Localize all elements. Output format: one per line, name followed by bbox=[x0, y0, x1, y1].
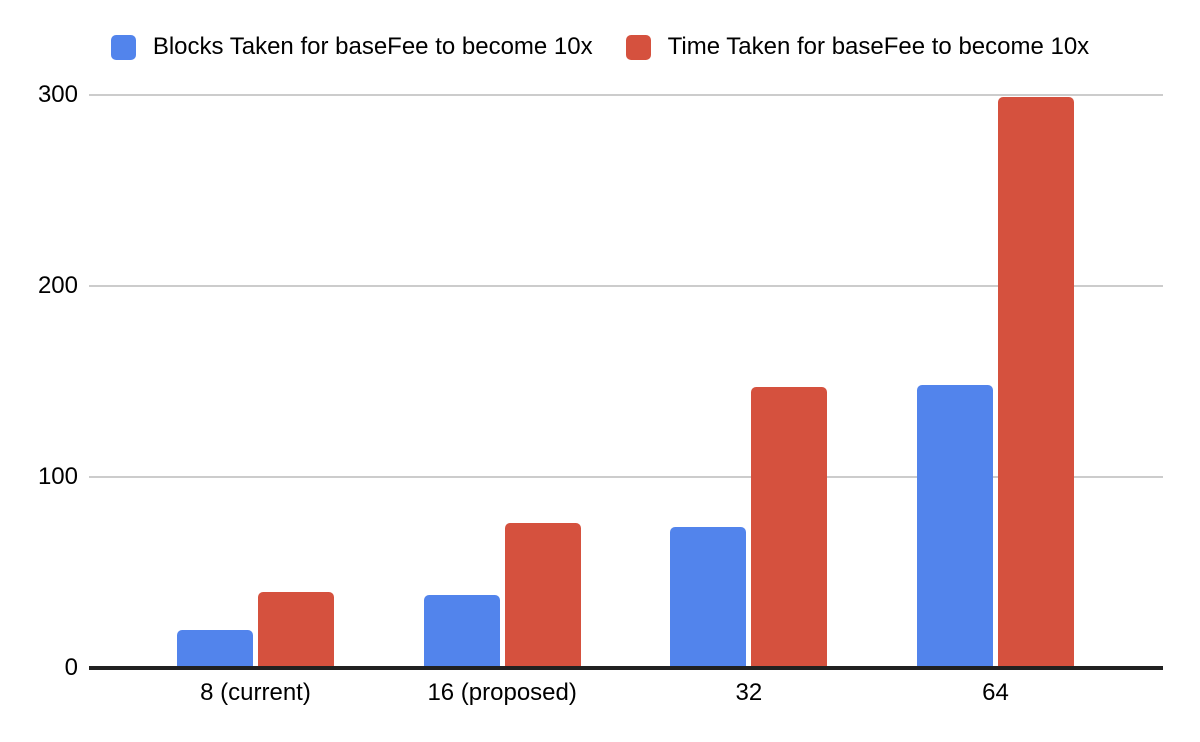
legend-label-time: Time Taken for baseFee to become 10x bbox=[667, 33, 1090, 60]
legend: Blocks Taken for baseFee to become 10x T… bbox=[0, 33, 1200, 61]
x-axis-line bbox=[89, 666, 1163, 670]
bar-time-8 (current)[interactable] bbox=[258, 591, 334, 668]
bar-blocks-8 (current)[interactable] bbox=[177, 629, 253, 668]
x-tick-label-32: 32 bbox=[735, 679, 763, 706]
legend-item-time[interactable]: Time Taken for baseFee to become 10x bbox=[625, 33, 1090, 61]
bar-blocks-32[interactable] bbox=[670, 526, 747, 668]
x-tick-label-8 (current): 8 (current) bbox=[200, 679, 311, 706]
bar-blocks-64[interactable] bbox=[917, 385, 993, 668]
x-tick-label-64: 64 bbox=[982, 679, 1009, 706]
x-tick-label-16 (proposed): 16 (proposed) bbox=[427, 679, 577, 706]
plot-area bbox=[89, 94, 1163, 670]
gridline-200 bbox=[89, 285, 1163, 287]
y-tick-label-100: 100 bbox=[37, 463, 78, 490]
y-tick-label-200: 200 bbox=[37, 272, 78, 299]
legend-item-blocks[interactable]: Blocks Taken for baseFee to become 10x bbox=[110, 33, 593, 61]
bar-time-32[interactable] bbox=[751, 387, 828, 668]
legend-swatch-time-icon bbox=[625, 34, 651, 60]
y-tick-label-0: 0 bbox=[64, 654, 78, 681]
gridline-100 bbox=[89, 476, 1163, 478]
legend-swatch-blocks-icon bbox=[110, 34, 136, 60]
legend-label-blocks: Blocks Taken for baseFee to become 10x bbox=[152, 33, 593, 60]
bar-time-16 (proposed)[interactable] bbox=[504, 522, 581, 668]
bar-time-64[interactable] bbox=[998, 96, 1074, 668]
gridline-300 bbox=[89, 94, 1163, 96]
bar-blocks-16 (proposed)[interactable] bbox=[423, 595, 500, 668]
y-tick-label-300: 300 bbox=[37, 81, 78, 108]
